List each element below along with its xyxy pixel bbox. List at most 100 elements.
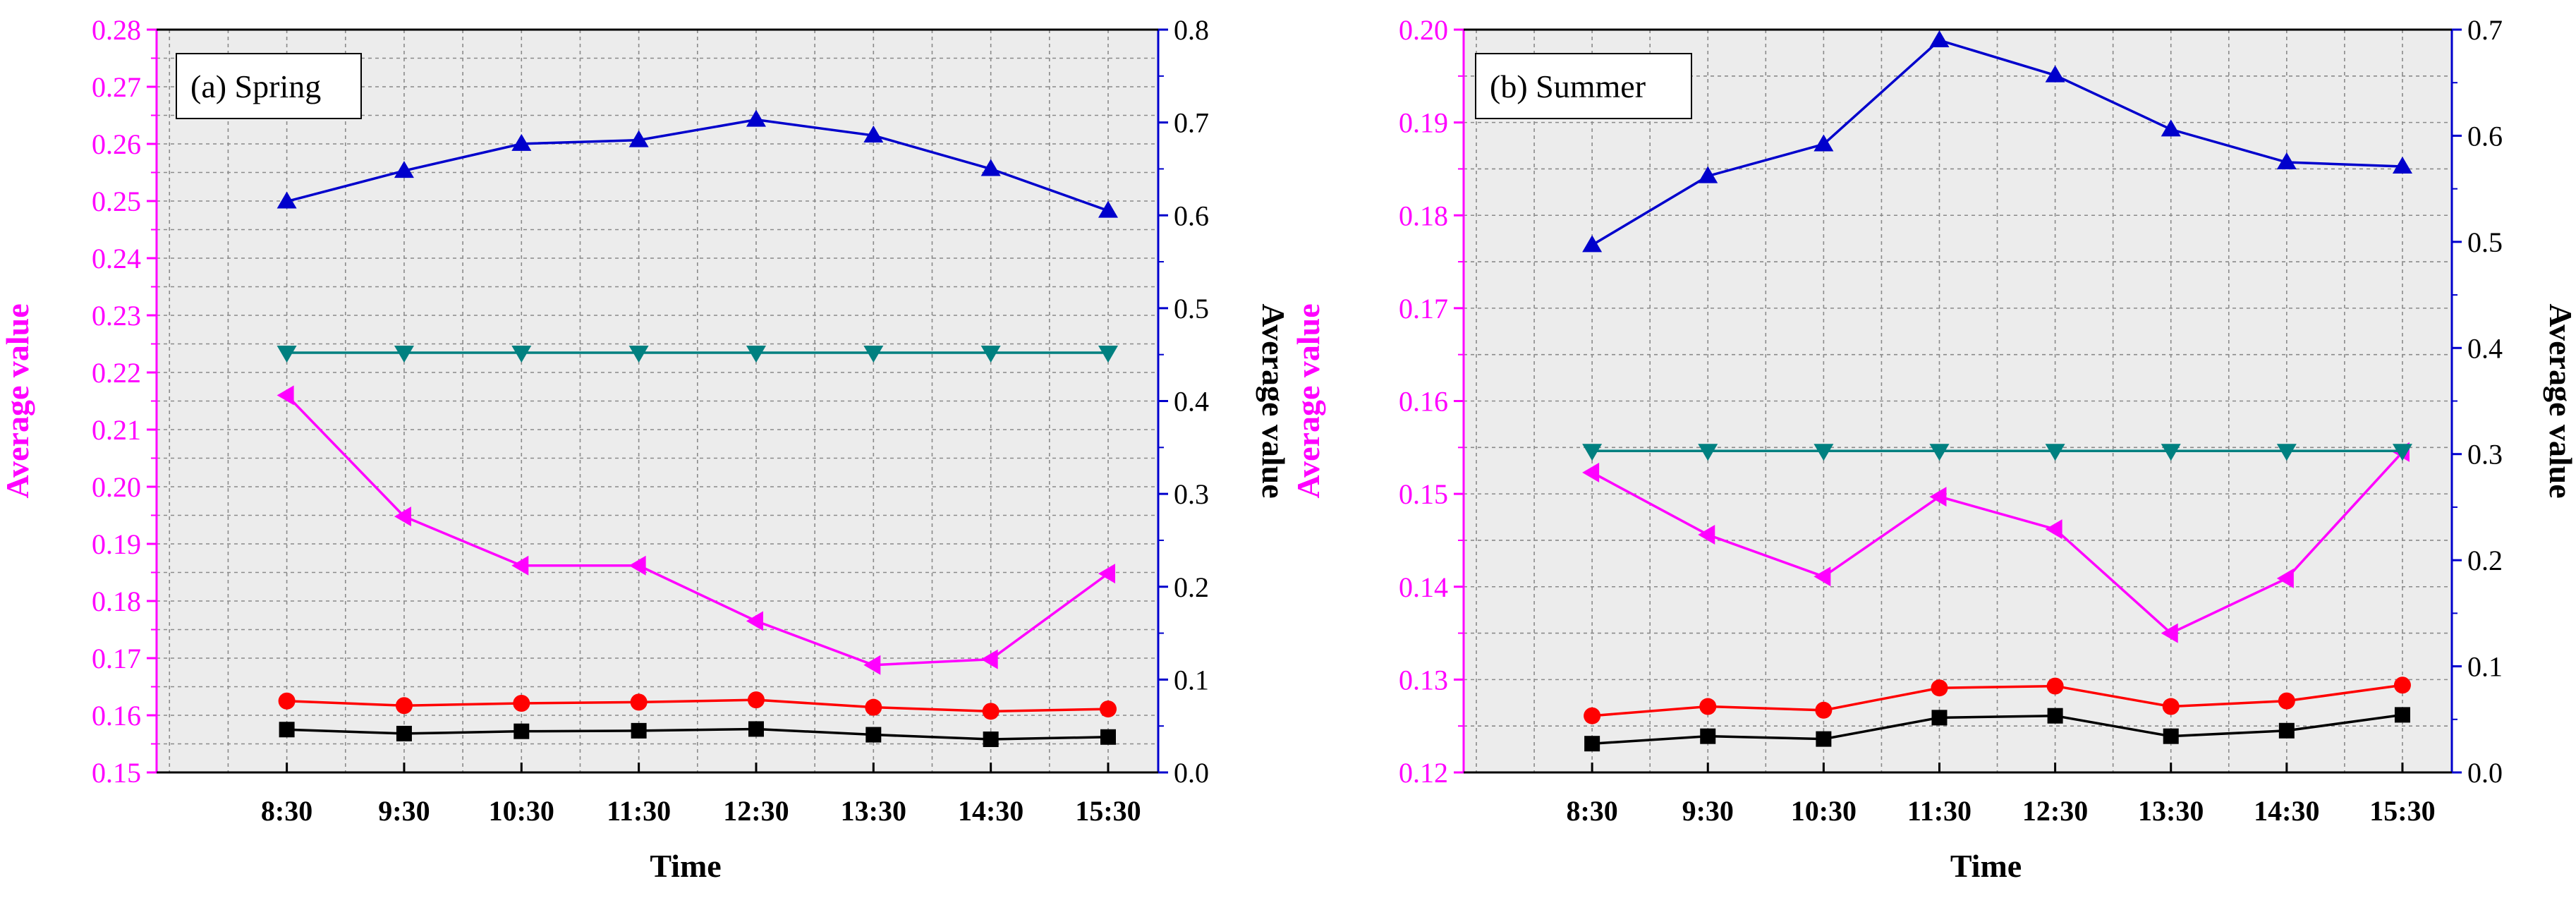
data-point — [1582, 235, 1603, 253]
left-tick-label: 0.14 — [1399, 571, 1448, 603]
series-magenta-line — [1591, 451, 2404, 635]
x-tick-label: 12:30 — [2022, 795, 2088, 827]
data-point — [277, 191, 297, 209]
left-tick-label: 0.15 — [92, 757, 141, 789]
x-tick-label: 11:30 — [607, 795, 671, 827]
data-point — [2163, 728, 2179, 744]
data-point — [278, 692, 296, 710]
data-point — [746, 611, 763, 631]
data-point — [980, 649, 998, 669]
data-point — [863, 655, 881, 675]
data-point — [2278, 692, 2295, 710]
series-red — [278, 691, 1117, 720]
data-point — [514, 723, 530, 739]
data-point — [394, 161, 414, 178]
data-point — [865, 727, 882, 743]
data-point — [1698, 166, 1718, 183]
data-point — [2045, 65, 2065, 83]
data-point — [1813, 134, 1834, 152]
right-tick-label: 0.1 — [2467, 651, 2503, 683]
right-tick-label: 0.4 — [2467, 332, 2503, 364]
data-point — [395, 697, 413, 715]
right-tick-label: 0.0 — [2467, 757, 2503, 789]
data-point — [2161, 623, 2178, 643]
data-point — [513, 694, 530, 712]
left-axis-title: Average value — [1290, 303, 1326, 498]
right-tick-label: 0.4 — [1174, 386, 1209, 418]
series-blue — [1582, 30, 2412, 253]
data-point — [2278, 722, 2295, 739]
left-tick-label: 0.28 — [92, 14, 141, 46]
panel-label: (b) Summer — [1490, 68, 1646, 104]
x-tick-label: 14:30 — [2254, 795, 2319, 827]
right-tick-label: 0.0 — [1174, 757, 1209, 789]
grid — [1464, 30, 2452, 772]
data-point — [746, 109, 766, 127]
data-point — [2045, 444, 2065, 461]
data-point — [394, 346, 414, 363]
chart-panel-spring: 0.15 0.16 0.17 0.18 0.19 0.20 0.21 0.22 0.23 0.24… — [0, 14, 1292, 884]
data-point — [1098, 200, 1118, 218]
data-point — [1929, 487, 1947, 507]
series-black-line — [1592, 713, 2403, 745]
left-tick-label: 0.17 — [1399, 293, 1448, 324]
data-point — [980, 159, 1001, 176]
series-blue-line — [1591, 39, 2403, 246]
left-tick-label: 0.18 — [1399, 200, 1448, 231]
right-tick-label: 0.2 — [1174, 571, 1209, 603]
data-point — [2045, 519, 2062, 540]
data-point — [2162, 698, 2180, 715]
data-point — [1813, 566, 1831, 587]
right-tick-label: 0.5 — [2467, 226, 2503, 258]
x-tick-label: 12:30 — [723, 795, 789, 827]
data-point — [1931, 710, 1948, 726]
data-point — [2046, 677, 2064, 695]
left-tick-label: 0.20 — [1399, 14, 1448, 46]
data-point — [982, 703, 1000, 720]
data-point — [1582, 462, 1600, 483]
data-point — [2276, 568, 2294, 588]
chart-panel-summer: 0.12 0.13 0.14 0.15 0.16 0.17 0.18 0.19 0.20 0.0 0… — [1290, 14, 2576, 884]
data-point — [1584, 707, 1601, 724]
series-magenta-line — [286, 394, 1110, 667]
x-tick-label: 11:30 — [1907, 795, 1972, 827]
right-tick-label: 0.7 — [1174, 107, 1209, 139]
right-axis-title: Average value — [1256, 303, 1292, 498]
data-point — [628, 346, 649, 363]
right-tick-label: 0.2 — [2467, 545, 2503, 576]
data-point — [980, 346, 1001, 363]
data-point — [1698, 444, 1718, 461]
data-point — [396, 725, 412, 741]
left-tick-label: 0.19 — [92, 528, 141, 560]
left-tick-label: 0.20 — [92, 471, 141, 503]
x-tick-label: 15:30 — [1075, 795, 1141, 827]
data-point — [863, 346, 884, 363]
data-point — [1815, 701, 1833, 719]
x-tick-label: 8:30 — [1566, 795, 1617, 827]
right-tick-label: 0.6 — [2467, 120, 2503, 152]
data-point — [1813, 444, 1834, 461]
series-blue-line — [286, 118, 1109, 212]
data-point — [628, 130, 649, 147]
left-axis-title: Average value — [0, 303, 35, 498]
data-point — [279, 722, 295, 738]
right-tick-label: 0.6 — [1174, 200, 1209, 231]
right-tick-label: 0.1 — [1174, 664, 1209, 696]
left-tick-label: 0.16 — [1399, 386, 1448, 418]
x-tick-label: 9:30 — [378, 795, 430, 827]
data-point — [1816, 731, 1832, 747]
data-point — [1098, 346, 1118, 363]
left-tick-label: 0.21 — [92, 414, 141, 446]
data-point — [2392, 444, 2412, 461]
data-point — [746, 346, 766, 363]
right-tick-label: 0.5 — [1174, 293, 1209, 324]
left-tick-label: 0.15 — [1399, 478, 1448, 510]
right-tick-label: 0.7 — [2467, 14, 2503, 46]
left-tick-label: 0.17 — [92, 643, 141, 674]
left-tick-label: 0.25 — [92, 186, 141, 217]
x-tick-label: 15:30 — [2369, 795, 2435, 827]
x-tick-label: 13:30 — [2138, 795, 2204, 827]
data-point — [511, 346, 532, 363]
left-tick-label: 0.16 — [92, 700, 141, 732]
